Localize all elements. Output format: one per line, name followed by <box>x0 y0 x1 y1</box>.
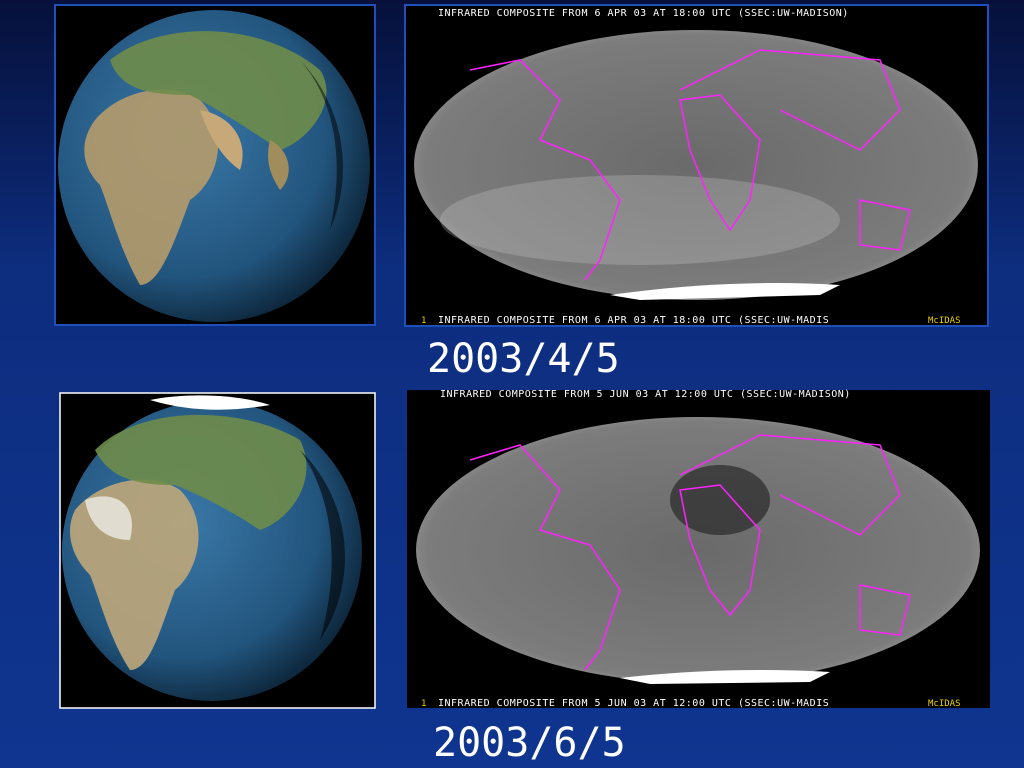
map-footer-brand: McIDAS <box>928 316 961 326</box>
globe-image <box>59 392 376 709</box>
map-header: INFRARED COMPOSITE FROM 5 JUN 03 AT 12:0… <box>440 389 851 400</box>
caption: 2003/6/5 <box>433 720 626 766</box>
caption: 2003/4/5 <box>427 336 620 382</box>
map-footer-number: 1 <box>421 699 426 709</box>
globe-image <box>54 4 376 326</box>
map-footer-number: 1 <box>421 316 426 326</box>
map-footer: INFRARED COMPOSITE FROM 5 JUN 03 AT 12:0… <box>438 698 829 709</box>
map-header: INFRARED COMPOSITE FROM 6 APR 03 AT 18:0… <box>438 8 849 19</box>
infrared-map: INFRARED COMPOSITE FROM 5 JUN 03 AT 12:0… <box>407 389 990 709</box>
infrared-map: INFRARED COMPOSITE FROM 6 APR 03 AT 18:0… <box>404 4 989 327</box>
map-footer: INFRARED COMPOSITE FROM 6 APR 03 AT 18:0… <box>438 315 829 326</box>
map-footer-brand: McIDAS <box>928 699 961 709</box>
